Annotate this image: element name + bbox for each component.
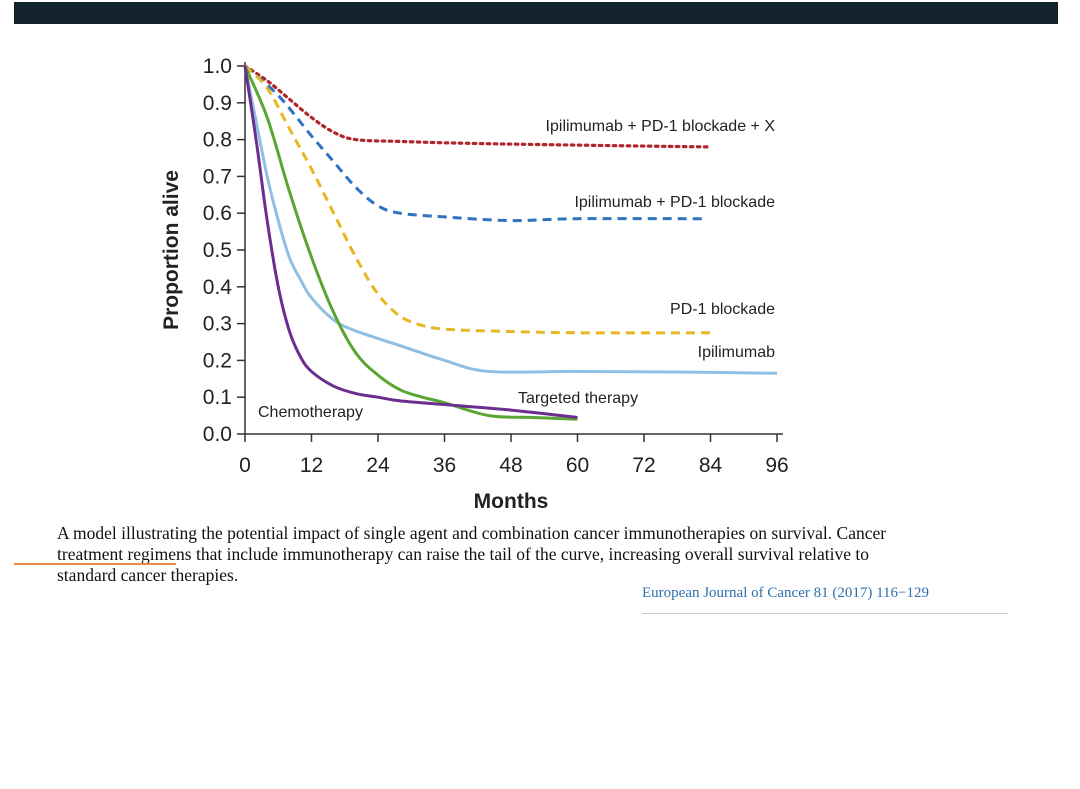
citation-divider xyxy=(642,613,1008,614)
y-tick-label: 1.0 xyxy=(203,55,232,78)
series-line-pd1-blockade xyxy=(243,64,711,335)
series-label-ipilimumab: Ipilimumab xyxy=(698,344,775,361)
x-tick-label: 60 xyxy=(566,454,589,477)
y-tick-label: 0.4 xyxy=(203,276,233,299)
caption-line-3: standard cancer therapies. xyxy=(57,565,239,585)
x-axis-title: Months xyxy=(474,490,549,513)
y-tick-label: 0.6 xyxy=(203,202,232,225)
caption-line-1: A model illustrating the potential impac… xyxy=(57,523,887,543)
x-tick-label: 96 xyxy=(765,454,788,477)
x-tick-label: 84 xyxy=(699,454,723,477)
series-line-targeted-therapy xyxy=(243,65,578,421)
series-label-chemotherapy: Chemotherapy xyxy=(258,404,363,421)
y-tick-label: 0.1 xyxy=(203,386,232,409)
y-tick-label: 0.3 xyxy=(203,313,232,336)
chart-series xyxy=(243,64,778,421)
annotation-underline xyxy=(14,563,176,565)
x-tick-label: 48 xyxy=(499,454,522,477)
y-tick-label: 0.7 xyxy=(203,165,232,188)
y-tick-label: 0.2 xyxy=(203,349,232,372)
x-tick-label: 36 xyxy=(433,454,456,477)
series-label-pd1-blockade: PD-1 blockade xyxy=(670,301,775,318)
top-banner xyxy=(14,2,1058,24)
y-tick-label: 0.8 xyxy=(203,129,232,152)
series-label-ipilimumab-pd1: Ipilimumab + PD-1 blockade xyxy=(574,194,775,211)
y-tick-label: 0.5 xyxy=(203,239,232,262)
caption-line-2: treatment regimens that include immunoth… xyxy=(57,544,869,564)
x-tick-label: 72 xyxy=(632,454,655,477)
figure-caption: A model illustrating the potential impac… xyxy=(57,523,1017,586)
series-line-chemotherapy xyxy=(243,65,578,419)
x-tick-label: 12 xyxy=(300,454,323,477)
series-line-ipilimumab-pd1 xyxy=(244,64,705,223)
x-tick-label: 0 xyxy=(239,454,251,477)
journal-citation: European Journal of Cancer 81 (2017) 116… xyxy=(642,585,929,601)
series-label-targeted-therapy: Targeted therapy xyxy=(518,390,638,407)
y-axis-title: Proportion alive xyxy=(160,170,183,330)
chart-axes: 0.0 0.1 0.2 0.3 0.4 0.5 0.6 0.7 0.8 0.9 1.0 0 12 24 36… xyxy=(203,55,789,477)
survival-chart: 0.0 0.1 0.2 0.3 0.4 0.5 0.6 0.7 0.8 0.9 1.0 0 12 24 36… xyxy=(160,55,789,513)
series-line-ipilimumab-pd1-x xyxy=(243,64,713,149)
series-label-ipilimumab-pd1-x: Ipilimumab + PD-1 blockade + X xyxy=(546,118,776,135)
y-tick-label: 0.9 xyxy=(203,92,232,115)
x-tick-label: 24 xyxy=(366,454,390,477)
y-tick-label: 0.0 xyxy=(203,423,232,446)
chart-series-labels: Ipilimumab + PD-1 blockade + X Ipilimumab… xyxy=(258,118,775,421)
